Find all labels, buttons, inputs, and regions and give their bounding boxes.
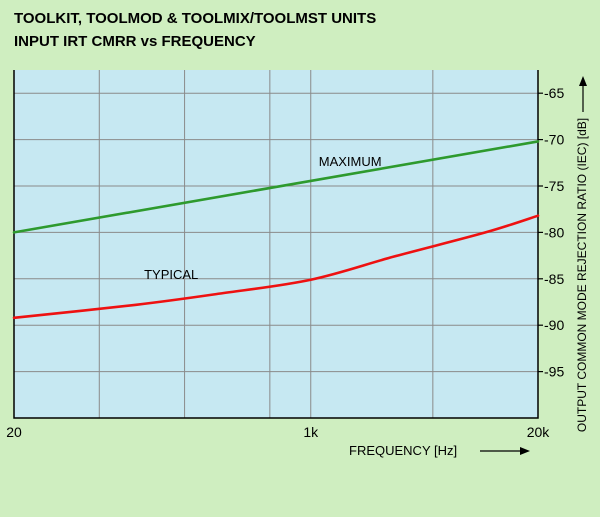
- x-axis-label: FREQUENCY [Hz]: [349, 443, 457, 458]
- y-tick-label: -65: [544, 85, 564, 101]
- y-tick-label: -90: [544, 317, 564, 333]
- chart-title-line-1: TOOLKIT, TOOLMOD & TOOLMIX/TOOLMST UNITS: [14, 10, 377, 27]
- y-tick-label: -75: [544, 178, 564, 194]
- series-line-maximum: [12, 140, 540, 234]
- series-label-maximum: MAXIMUM: [319, 154, 382, 169]
- series-line-typical: [12, 214, 540, 320]
- y-tick-label: -95: [544, 364, 564, 380]
- y-tick-label: -80: [544, 224, 564, 240]
- y-axis-arrow-head: [579, 76, 587, 86]
- y-axis-label: OUTPUT COMMON MODE REJECTION RATIO (IEC)…: [575, 118, 589, 432]
- x-tick-label: 20k: [527, 424, 551, 440]
- x-axis-arrow-head: [520, 447, 530, 455]
- series-label-typical: TYPICAL: [144, 267, 198, 282]
- y-tick-label: -85: [544, 271, 564, 287]
- x-tick-label: 1k: [303, 424, 319, 440]
- y-tick-label: -70: [544, 132, 564, 148]
- plot-area: [14, 70, 538, 418]
- chart-title-line-2: INPUT IRT CMRR vs FREQUENCY: [14, 33, 256, 50]
- x-tick-label: 20: [6, 424, 22, 440]
- plot-frame: [13, 70, 539, 419]
